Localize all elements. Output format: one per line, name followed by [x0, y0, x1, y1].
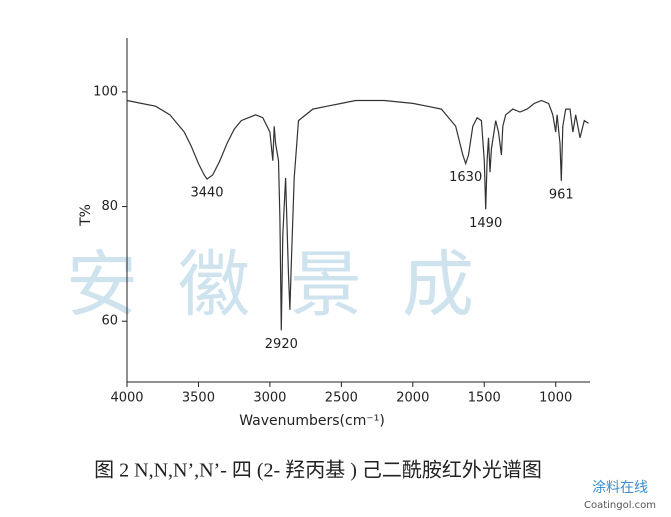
logo-name: 涂料在线 [592, 480, 648, 496]
y-tick-label: 80 [101, 199, 118, 214]
y-axis-label: T% [78, 204, 94, 227]
peak-label: 3440 [190, 186, 223, 201]
peak-label: 1490 [469, 216, 502, 231]
x-tick-label: 3500 [182, 391, 215, 406]
x-tick-label: 2000 [396, 391, 429, 406]
y-tick-label: 100 [93, 84, 118, 99]
x-tick-label: 3000 [253, 391, 286, 406]
x-tick-label: 1000 [539, 391, 572, 406]
x-tick-label: 1500 [468, 391, 501, 406]
spectrum-line [126, 99, 589, 331]
x-tick-label: 2500 [325, 391, 358, 406]
logo-url: Coatingol.com [584, 500, 656, 511]
peak-label: 1630 [449, 170, 482, 185]
caption: 图 2 N,N,N’,N’- 四 (2- 羟丙基 ) 己二酰胺红外光谱图 [94, 459, 542, 482]
x-tick-label: 4000 [110, 391, 143, 406]
peak-label: 961 [549, 187, 574, 202]
x-axis-label: Wavenumbers(cm⁻¹) [239, 413, 385, 429]
peak-label: 2920 [265, 337, 298, 352]
y-tick-label: 60 [101, 314, 118, 329]
watermark: 安徽景成 [66, 243, 514, 327]
